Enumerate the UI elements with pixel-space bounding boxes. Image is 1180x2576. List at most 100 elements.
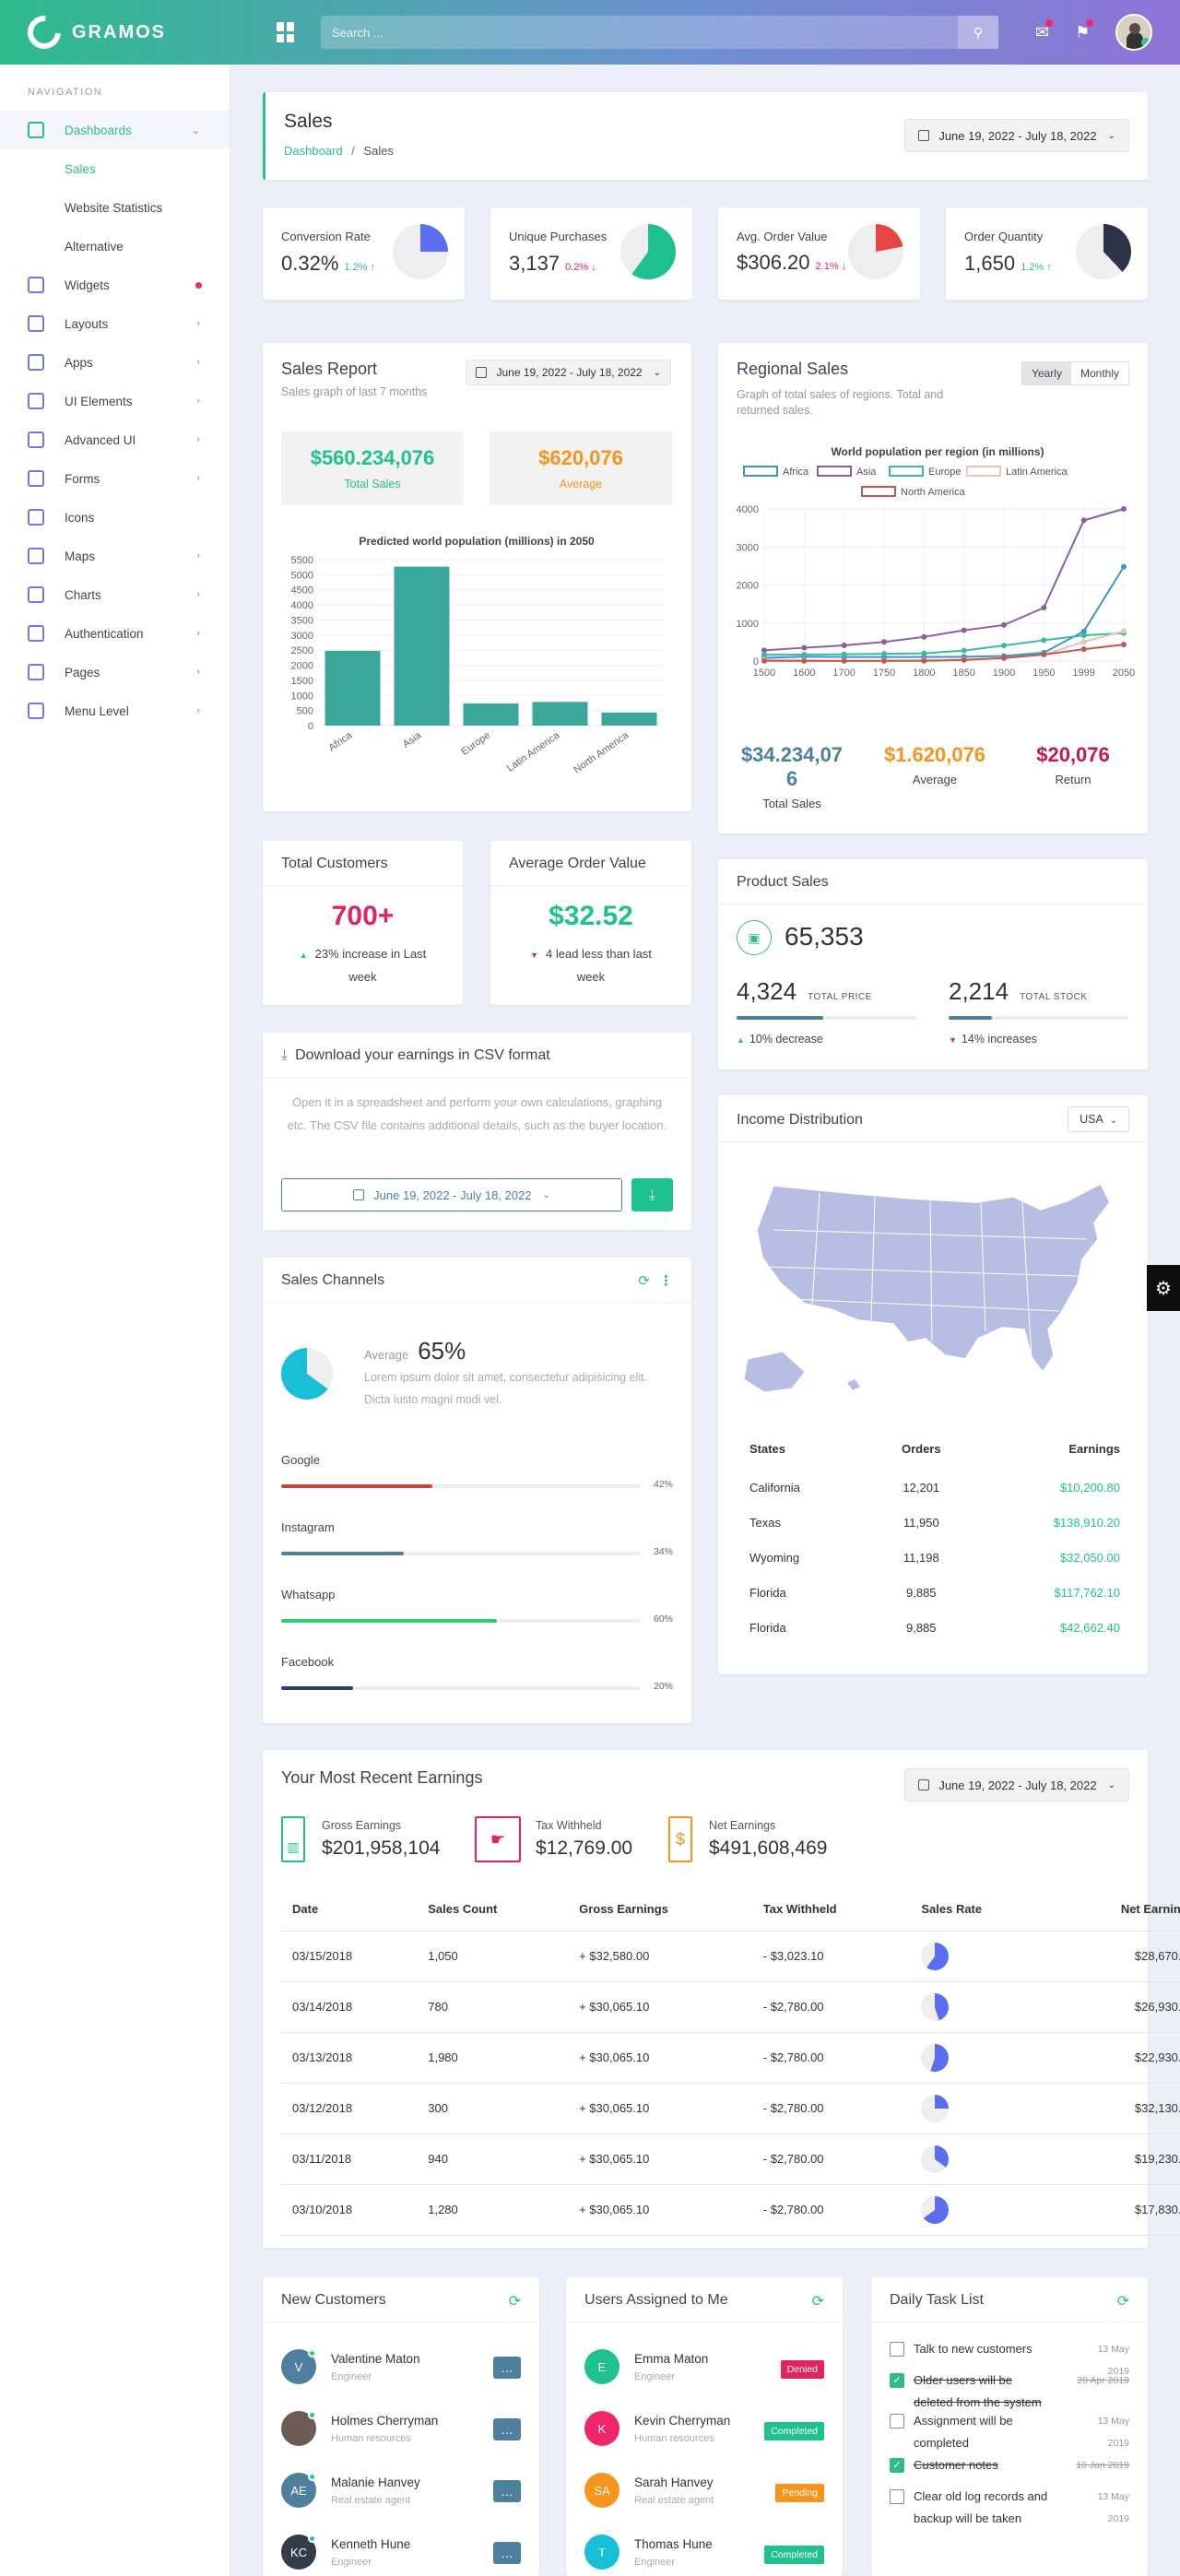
person-name[interactable]: Malanie Hanvey	[331, 2475, 420, 2489]
data-point[interactable]	[1041, 605, 1047, 611]
person-name[interactable]: Emma Maton	[634, 2351, 709, 2366]
settings-gear-button[interactable]: ⚙	[1147, 1265, 1180, 1311]
data-point[interactable]	[921, 650, 927, 656]
refresh-icon[interactable]: ⟳	[638, 1273, 650, 1289]
csv-date-range-button[interactable]: June 19, 2022 - July 18, 2022 ⌄	[281, 1178, 622, 1211]
sidebar-item-maps[interactable]: Maps ›	[0, 537, 230, 575]
user-avatar[interactable]	[1115, 14, 1153, 51]
bar[interactable]	[324, 650, 381, 726]
data-point[interactable]	[881, 657, 887, 664]
tab-yearly[interactable]: Yearly	[1022, 362, 1071, 384]
apps-grid-icon[interactable]	[277, 22, 297, 42]
series-line[interactable]	[763, 644, 1125, 662]
data-point[interactable]	[1080, 628, 1087, 634]
data-point[interactable]	[921, 657, 927, 664]
data-point[interactable]	[921, 633, 927, 640]
task-checkbox[interactable]: ✓	[890, 2373, 904, 2388]
bell-icon[interactable]: ⚑	[1075, 18, 1094, 42]
sidebar-sub-alternative[interactable]: Alternative	[65, 239, 124, 254]
sidebar-item-advanced-ui[interactable]: Advanced UI ›	[0, 420, 230, 459]
data-point[interactable]	[801, 657, 808, 664]
bar[interactable]	[532, 702, 588, 726]
data-point[interactable]	[961, 627, 967, 633]
data-point[interactable]	[841, 651, 847, 657]
country-select[interactable]: USA ⌄	[1068, 1106, 1129, 1132]
data-point[interactable]	[841, 657, 847, 664]
csv-download-button[interactable]: ⤓	[631, 1178, 673, 1211]
mail-icon[interactable]: ✉	[1035, 18, 1054, 42]
data-point[interactable]	[1001, 655, 1007, 661]
data-point[interactable]	[1041, 637, 1047, 644]
person-name[interactable]: Sarah Hanvey	[634, 2475, 714, 2489]
data-point[interactable]	[1121, 563, 1127, 570]
task-checkbox[interactable]	[890, 2342, 904, 2357]
sidebar-sub-website-statistics[interactable]: Website Statistics	[65, 200, 163, 215]
more-vertical-icon[interactable]: ⋮	[659, 1273, 673, 1289]
sidebar-item-authentication[interactable]: Authentication ›	[0, 614, 230, 653]
sidebar-item-apps[interactable]: Apps ›	[0, 343, 230, 382]
more-button[interactable]: …	[493, 2418, 521, 2440]
series-line[interactable]	[763, 632, 1125, 656]
sidebar-item-dashboards[interactable]: Dashboards ⌄	[0, 111, 230, 149]
refresh-icon[interactable]: ⟳	[1116, 2294, 1129, 2310]
legend-label[interactable]: Europe	[928, 467, 961, 478]
legend-label[interactable]: Latin America	[1006, 467, 1068, 478]
person-name[interactable]: Thomas Hune	[634, 2536, 713, 2551]
data-point[interactable]	[1121, 628, 1127, 634]
data-point[interactable]	[1080, 517, 1087, 524]
data-point[interactable]	[1121, 506, 1127, 512]
data-point[interactable]	[1041, 651, 1047, 657]
person-name[interactable]: Holmes Cherryman	[331, 2413, 439, 2428]
legend-label[interactable]: Africa	[783, 467, 809, 478]
person-name[interactable]: Kevin Cherryman	[634, 2413, 731, 2428]
refresh-icon[interactable]: ⟳	[811, 2294, 824, 2310]
series-line[interactable]	[763, 508, 1125, 652]
sidebar-item-charts[interactable]: Charts ›	[0, 575, 230, 614]
data-point[interactable]	[761, 647, 767, 654]
more-button[interactable]: …	[493, 2542, 521, 2564]
person-name[interactable]: Valentine Maton	[331, 2351, 420, 2366]
sidebar-item-ui-elements[interactable]: UI Elements ›	[0, 382, 230, 420]
data-point[interactable]	[961, 647, 967, 654]
refresh-icon[interactable]: ⟳	[508, 2294, 521, 2310]
data-point[interactable]	[1080, 632, 1087, 639]
sidebar-item-pages[interactable]: Pages ›	[0, 653, 230, 691]
data-point[interactable]	[761, 652, 767, 658]
data-point[interactable]	[881, 651, 887, 657]
data-point[interactable]	[761, 657, 767, 664]
data-point[interactable]	[801, 644, 808, 651]
person-name[interactable]: Kenneth Hune	[331, 2536, 411, 2551]
data-point[interactable]	[1080, 646, 1087, 653]
more-button[interactable]: …	[493, 2480, 521, 2502]
task-checkbox[interactable]: ✓	[890, 2458, 904, 2473]
sidebar-item-layouts[interactable]: Layouts ›	[0, 304, 230, 343]
data-point[interactable]	[841, 643, 847, 649]
sidebar-item-icons[interactable]: Icons	[0, 498, 230, 537]
task-checkbox[interactable]	[890, 2489, 904, 2504]
data-point[interactable]	[881, 639, 887, 645]
bar[interactable]	[601, 712, 657, 726]
breadcrumb-dashboard[interactable]: Dashboard	[284, 144, 343, 158]
brand[interactable]: GRAMOS	[0, 8, 230, 56]
header-date-range-button[interactable]: June 19, 2022 - July 18, 2022 ⌄	[904, 119, 1129, 152]
bar[interactable]	[463, 703, 519, 726]
data-point[interactable]	[1001, 643, 1007, 649]
data-point[interactable]	[961, 656, 967, 663]
data-point[interactable]	[1001, 621, 1007, 628]
sidebar-item-menu-level[interactable]: Menu Level ›	[0, 691, 230, 730]
search-button[interactable]: ⚲	[958, 16, 998, 49]
tab-monthly[interactable]: Monthly	[1080, 367, 1119, 380]
sidebar-item-widgets[interactable]: Widgets	[0, 266, 230, 304]
search-input[interactable]	[321, 25, 958, 40]
sidebar-sub-sales[interactable]: Sales	[65, 161, 96, 176]
data-point[interactable]	[1080, 639, 1087, 645]
sales-report-date-button[interactable]: June 19, 2022 - July 18, 2022 ⌄	[466, 360, 671, 385]
data-point[interactable]	[1121, 642, 1127, 648]
bar[interactable]	[394, 566, 450, 726]
task-checkbox[interactable]	[890, 2414, 904, 2428]
more-button[interactable]: …	[493, 2357, 521, 2379]
usa-map[interactable]	[737, 1175, 1124, 1396]
legend-label[interactable]: North America	[901, 487, 966, 498]
legend-label[interactable]: Asia	[856, 467, 877, 478]
series-line[interactable]	[763, 566, 1125, 659]
